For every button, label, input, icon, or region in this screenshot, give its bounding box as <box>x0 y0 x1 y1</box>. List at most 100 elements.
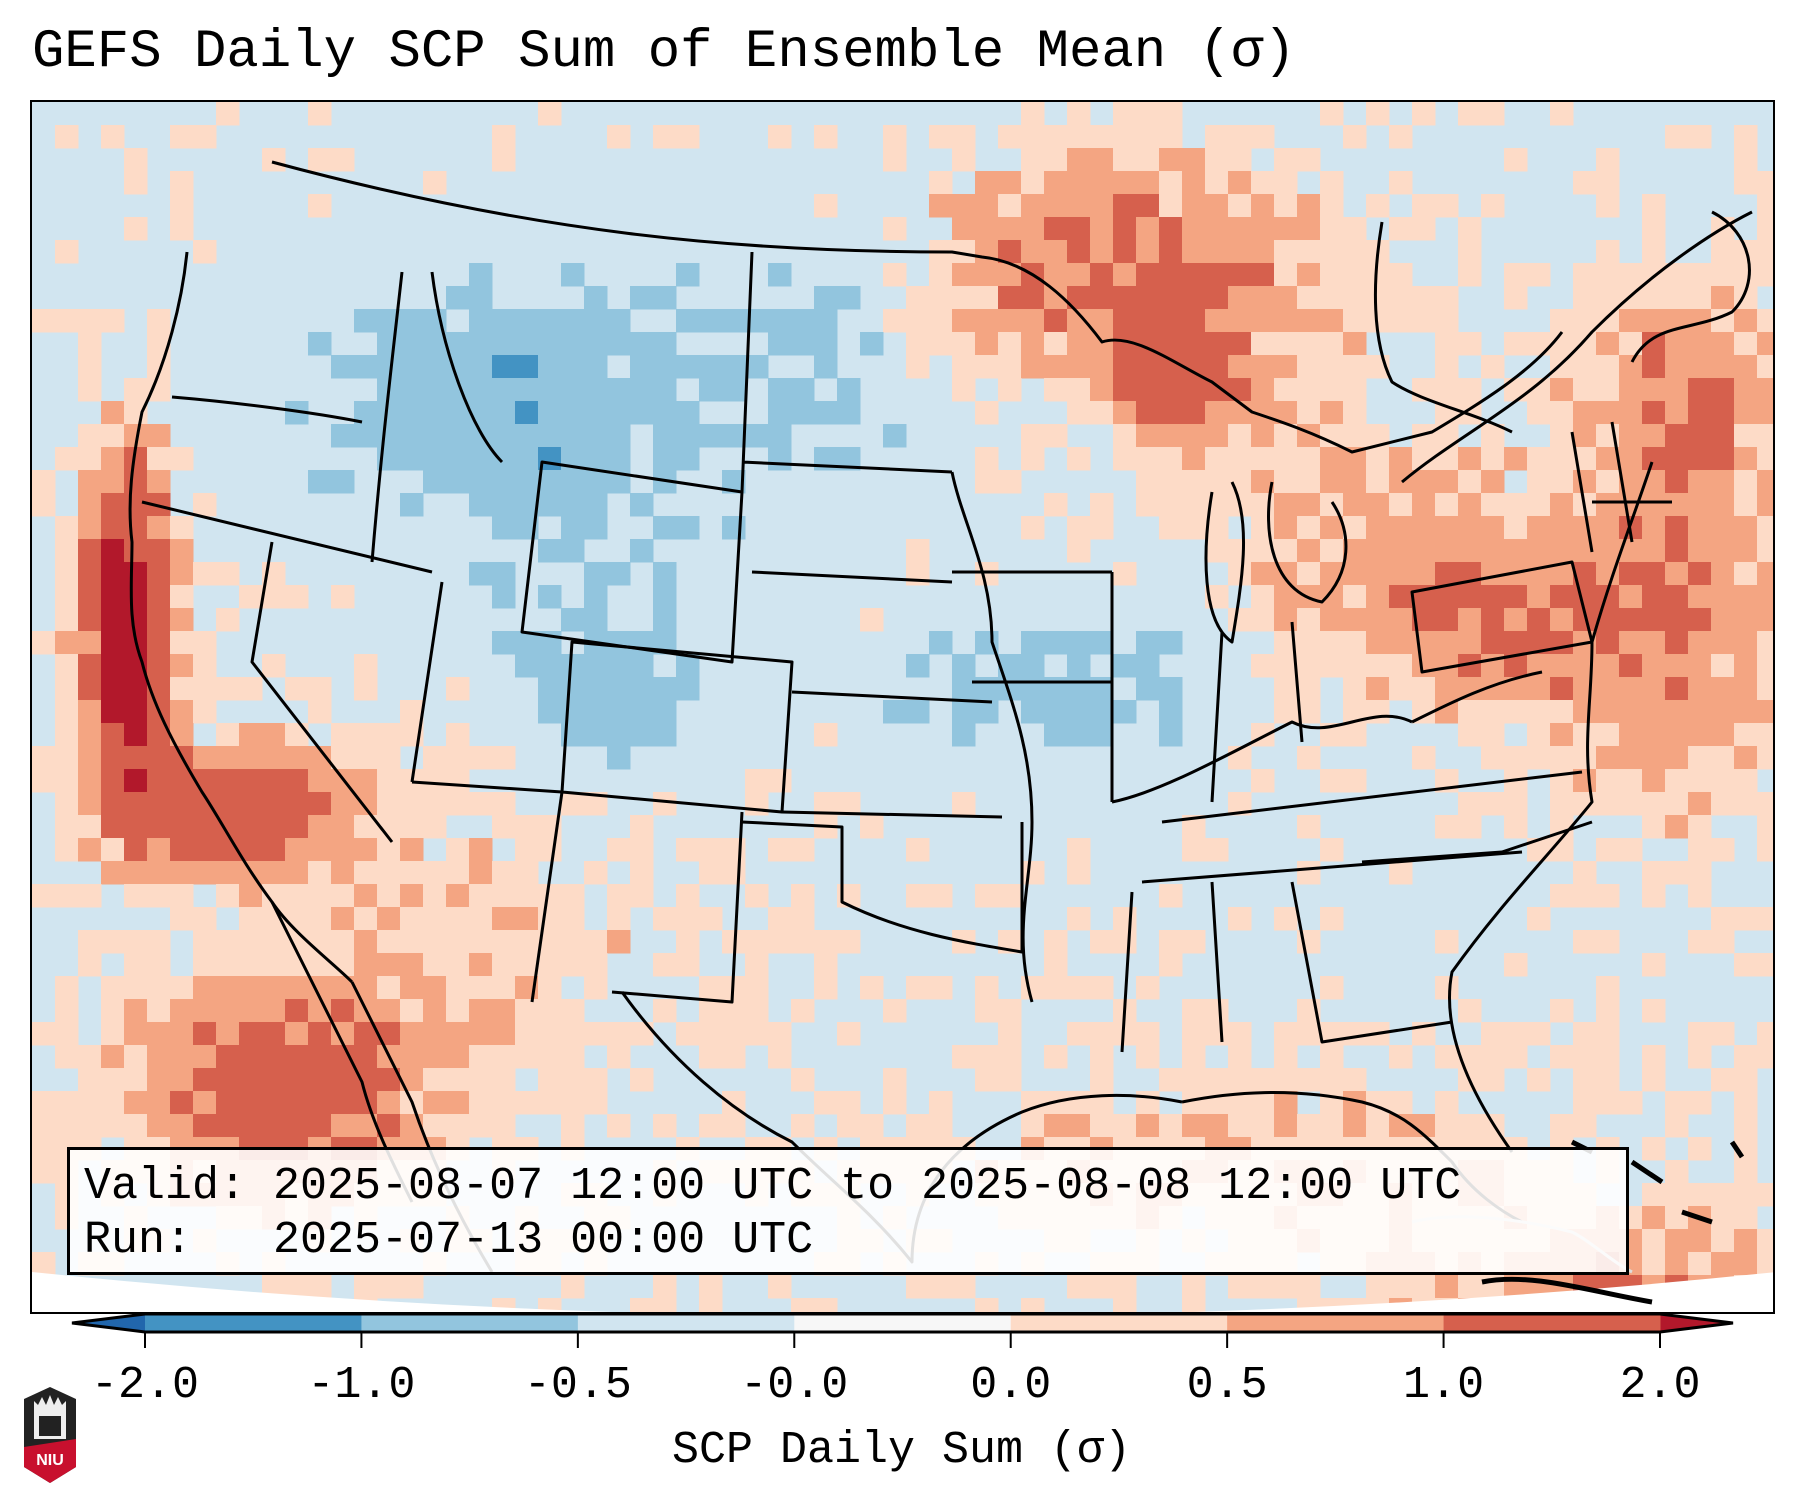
anomaly-cell <box>170 976 194 1000</box>
anomaly-cell <box>515 1091 539 1115</box>
anomaly-cell <box>515 884 539 908</box>
anomaly-cell <box>446 332 470 356</box>
anomaly-cell <box>998 286 1022 310</box>
anomaly-cell <box>1711 769 1735 793</box>
anomaly-cell <box>1090 631 1114 655</box>
anomaly-cell <box>354 953 378 977</box>
anomaly-cell <box>1297 194 1321 218</box>
anomaly-cell <box>607 125 631 149</box>
anomaly-cell <box>1435 700 1459 724</box>
anomaly-cell <box>1642 654 1666 678</box>
anomaly-cell <box>676 838 700 862</box>
anomaly-cell <box>1481 516 1505 540</box>
anomaly-cell <box>193 562 217 586</box>
anomaly-cell <box>1711 470 1735 494</box>
anomaly-cell <box>1251 1091 1275 1115</box>
anomaly-cell <box>78 723 102 747</box>
anomaly-cell <box>1619 470 1643 494</box>
anomaly-cell <box>1527 631 1551 655</box>
anomaly-cell <box>1711 401 1735 425</box>
anomaly-cell <box>1021 309 1045 333</box>
anomaly-cell <box>354 1022 378 1046</box>
anomaly-cell <box>561 953 585 977</box>
anomaly-cell <box>1665 792 1689 816</box>
anomaly-cell <box>630 861 654 885</box>
anomaly-cell <box>1596 148 1620 172</box>
anomaly-cell <box>1159 240 1183 264</box>
anomaly-cell <box>492 792 516 816</box>
state-borders <box>128 160 1753 1305</box>
anomaly-cell <box>1642 194 1666 218</box>
anomaly-cell <box>538 470 562 494</box>
anomaly-cell <box>1734 1229 1758 1253</box>
anomaly-cell <box>1458 585 1482 609</box>
anomaly-cell <box>469 355 493 379</box>
anomaly-cell <box>285 769 309 793</box>
anomaly-cell <box>1481 631 1505 655</box>
anomaly-cell <box>492 999 516 1023</box>
anomaly-cell <box>1619 1091 1643 1115</box>
anomaly-cell <box>745 976 769 1000</box>
anomaly-cell <box>929 194 953 218</box>
anomaly-cell <box>1274 1114 1298 1138</box>
anomaly-cell <box>170 769 194 793</box>
anomaly-cell <box>1665 769 1689 793</box>
anomaly-cell <box>1389 677 1413 701</box>
anomaly-cell <box>607 654 631 678</box>
anomaly-cell <box>1481 792 1505 816</box>
anomaly-cell <box>584 1091 608 1115</box>
anomaly-cell <box>952 309 976 333</box>
anomaly-cell <box>676 309 700 333</box>
anomaly-cell <box>699 861 723 885</box>
anomaly-cell <box>1527 700 1551 724</box>
anomaly-cell <box>998 217 1022 241</box>
anomaly-cell <box>124 930 148 954</box>
anomaly-cell <box>1619 309 1643 333</box>
oregon-california-border <box>141 500 433 574</box>
anomaly-cell <box>998 884 1022 908</box>
anomaly-cell <box>653 424 677 448</box>
anomaly-cell <box>492 125 516 149</box>
anomaly-cell <box>768 838 792 862</box>
anomaly-cell <box>1596 355 1620 379</box>
anomaly-cell <box>1711 332 1735 356</box>
anomaly-cell <box>1458 815 1482 839</box>
anomaly-cell <box>1458 1114 1482 1138</box>
anomaly-cell <box>423 1068 447 1092</box>
anomaly-cell <box>1159 125 1183 149</box>
anomaly-cell <box>124 792 148 816</box>
anomaly-cell <box>78 930 102 954</box>
anomaly-cell <box>791 999 815 1023</box>
anomaly-cell <box>1412 194 1436 218</box>
anomaly-cell <box>1688 1137 1712 1161</box>
anomaly-cell <box>446 1068 470 1092</box>
anomaly-cell <box>331 976 355 1000</box>
anomaly-cell <box>1757 562 1773 586</box>
anomaly-cell <box>1665 401 1689 425</box>
anomaly-cell <box>147 746 171 770</box>
anomaly-cell <box>929 125 953 149</box>
anomaly-cell <box>1182 263 1206 287</box>
anomaly-cell <box>262 1091 286 1115</box>
anomaly-cell <box>1044 148 1068 172</box>
anomaly-cell <box>906 286 930 310</box>
anomaly-cell <box>952 1045 976 1069</box>
anomaly-cell <box>1596 378 1620 402</box>
anomaly-cell <box>446 930 470 954</box>
anomaly-cell <box>584 332 608 356</box>
anomaly-cell <box>1251 424 1275 448</box>
anomaly-cell <box>791 309 815 333</box>
anomaly-cell <box>1044 953 1068 977</box>
anomaly-cell <box>653 516 677 540</box>
anomaly-cell <box>1343 125 1367 149</box>
anomaly-cell <box>1251 447 1275 471</box>
anomaly-cell <box>1159 930 1183 954</box>
idaho-border <box>370 271 404 563</box>
anomaly-cell <box>791 1114 815 1138</box>
anomaly-cell <box>1205 240 1229 264</box>
anomaly-cell <box>1711 539 1735 563</box>
anomaly-cell <box>1320 608 1344 632</box>
anomaly-cell <box>1366 1114 1390 1138</box>
anomaly-cell <box>1228 125 1252 149</box>
anomaly-cell <box>1366 263 1390 287</box>
